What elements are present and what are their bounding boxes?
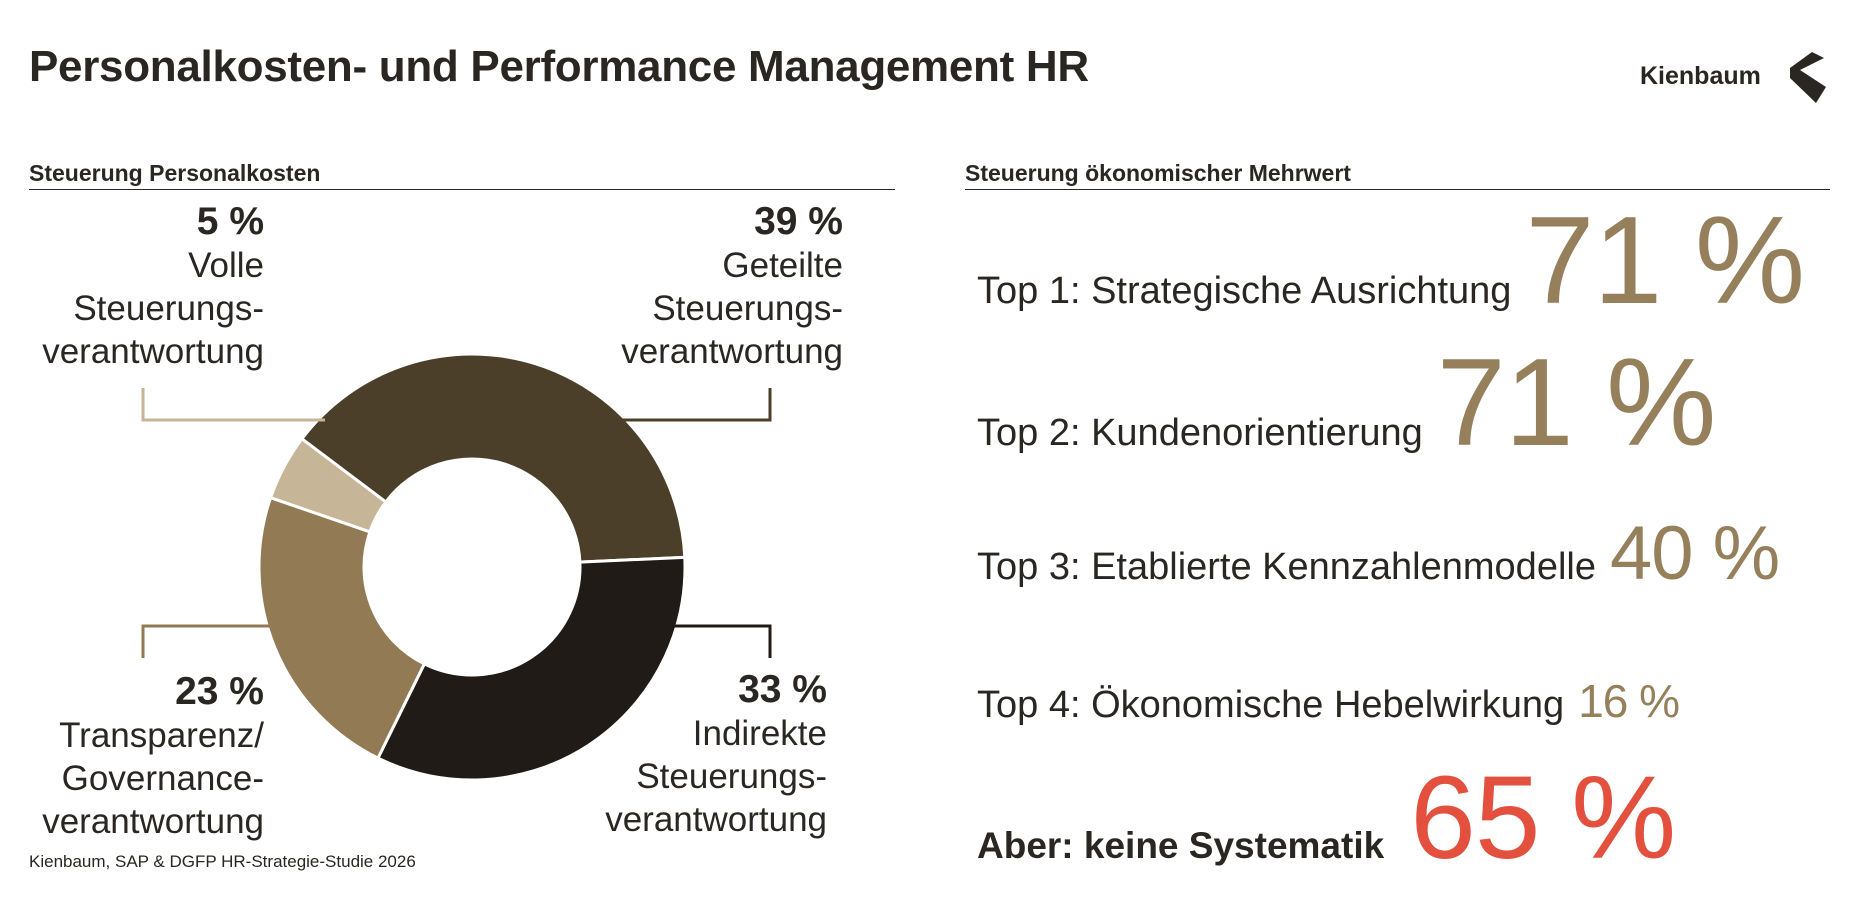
slice-label-volle: 5 % Volle Steuerungs- verantwortung	[42, 200, 264, 373]
leader-line-geteilte	[620, 388, 772, 422]
donut-chart	[141, 352, 772, 782]
kpi-value-3: 40 %	[1609, 511, 1780, 596]
kpi-value-1: 71 %	[1525, 192, 1805, 330]
brand-name: Kienbaum	[1640, 62, 1761, 90]
donut-slice-transparenz	[257, 495, 427, 761]
leader-line-volle	[141, 388, 325, 422]
kpi-label-1: Top 1: Strategische Ausrichtung	[977, 270, 1512, 312]
donut-slice-geteilte	[299, 352, 687, 564]
slice-pct-geteilte: 39 %	[754, 200, 843, 243]
section-title-mehrwert: Steuerung ökonomischer Mehrwert	[965, 160, 1351, 186]
donut-slice-volle	[268, 436, 388, 534]
section-divider-right	[965, 189, 1830, 190]
slice-text-geteilte-3: verantwortung	[621, 332, 843, 371]
kpi-value-2: 71 %	[1436, 334, 1717, 472]
kpi-row-5: Aber: keine Systematik 65 %	[977, 750, 1676, 886]
kpi-label-2: Top 2: Kundenorientierung	[977, 412, 1423, 454]
slice-pct-transparenz: 23 %	[175, 670, 264, 713]
kpi-label-4: Top 4: Ökonomische Hebelwirkung	[977, 684, 1565, 726]
slice-pct-volle: 5 %	[196, 200, 264, 243]
slice-label-indirekte: 33 % Indirekte Steuerungs- verantwortung	[605, 668, 827, 841]
section-title-personalkosten: Steuerung Personalkosten	[29, 160, 321, 186]
section-divider-left	[29, 189, 895, 190]
kpi-label-3: Top 3: Etablierte Kennzahlenmodelle	[977, 546, 1596, 588]
slice-text-transparenz-2: Governance-	[61, 759, 264, 798]
kpi-row-2: Top 2: Kundenorientierung 71 %	[977, 332, 1717, 474]
slice-text-geteilte-1: Geteilte	[722, 246, 843, 285]
kpi-label-5: Aber: keine Systematik	[977, 825, 1385, 866]
slice-text-volle-2: Steuerungs-	[73, 289, 264, 328]
donut-slice-indirekte	[375, 555, 687, 782]
leader-line-transparenz	[141, 624, 272, 658]
slice-pct-indirekte: 33 %	[738, 668, 827, 711]
slice-text-geteilte-2: Steuerungs-	[652, 289, 843, 328]
slice-text-transparenz-1: Transparenz/	[59, 716, 264, 755]
kpi-row-3: Top 3: Etablierte Kennzahlenmodelle 40 %	[977, 510, 1780, 597]
kpi-value-4: 16 %	[1578, 675, 1680, 727]
page-title: Personalkosten- und Performance Manageme…	[29, 42, 1089, 91]
source-note: Kienbaum, SAP & DGFP HR-Strategie-Studie…	[29, 852, 416, 871]
kienbaum-logo-icon	[1790, 52, 1826, 103]
slice-label-transparenz: 23 % Transparenz/ Governance- verantwort…	[42, 670, 264, 843]
slice-text-indirekte-2: Steuerungs-	[636, 757, 827, 796]
kpi-value-5: 65 %	[1410, 752, 1676, 884]
slice-text-volle-1: Volle	[188, 246, 264, 285]
slice-text-transparenz-3: verantwortung	[42, 802, 264, 841]
kpi-row-1: Top 1: Strategische Ausrichtung 71 %	[977, 190, 1805, 332]
slice-label-geteilte: 39 % Geteilte Steuerungs- verantwortung	[621, 200, 843, 373]
kpi-row-4: Top 4: Ökonomische Hebelwirkung 16 %	[977, 674, 1680, 728]
leader-line-indirekte	[672, 624, 772, 658]
slice-text-indirekte-3: verantwortung	[605, 800, 827, 839]
slice-text-volle-3: verantwortung	[42, 332, 264, 371]
slice-text-indirekte-1: Indirekte	[692, 714, 827, 753]
